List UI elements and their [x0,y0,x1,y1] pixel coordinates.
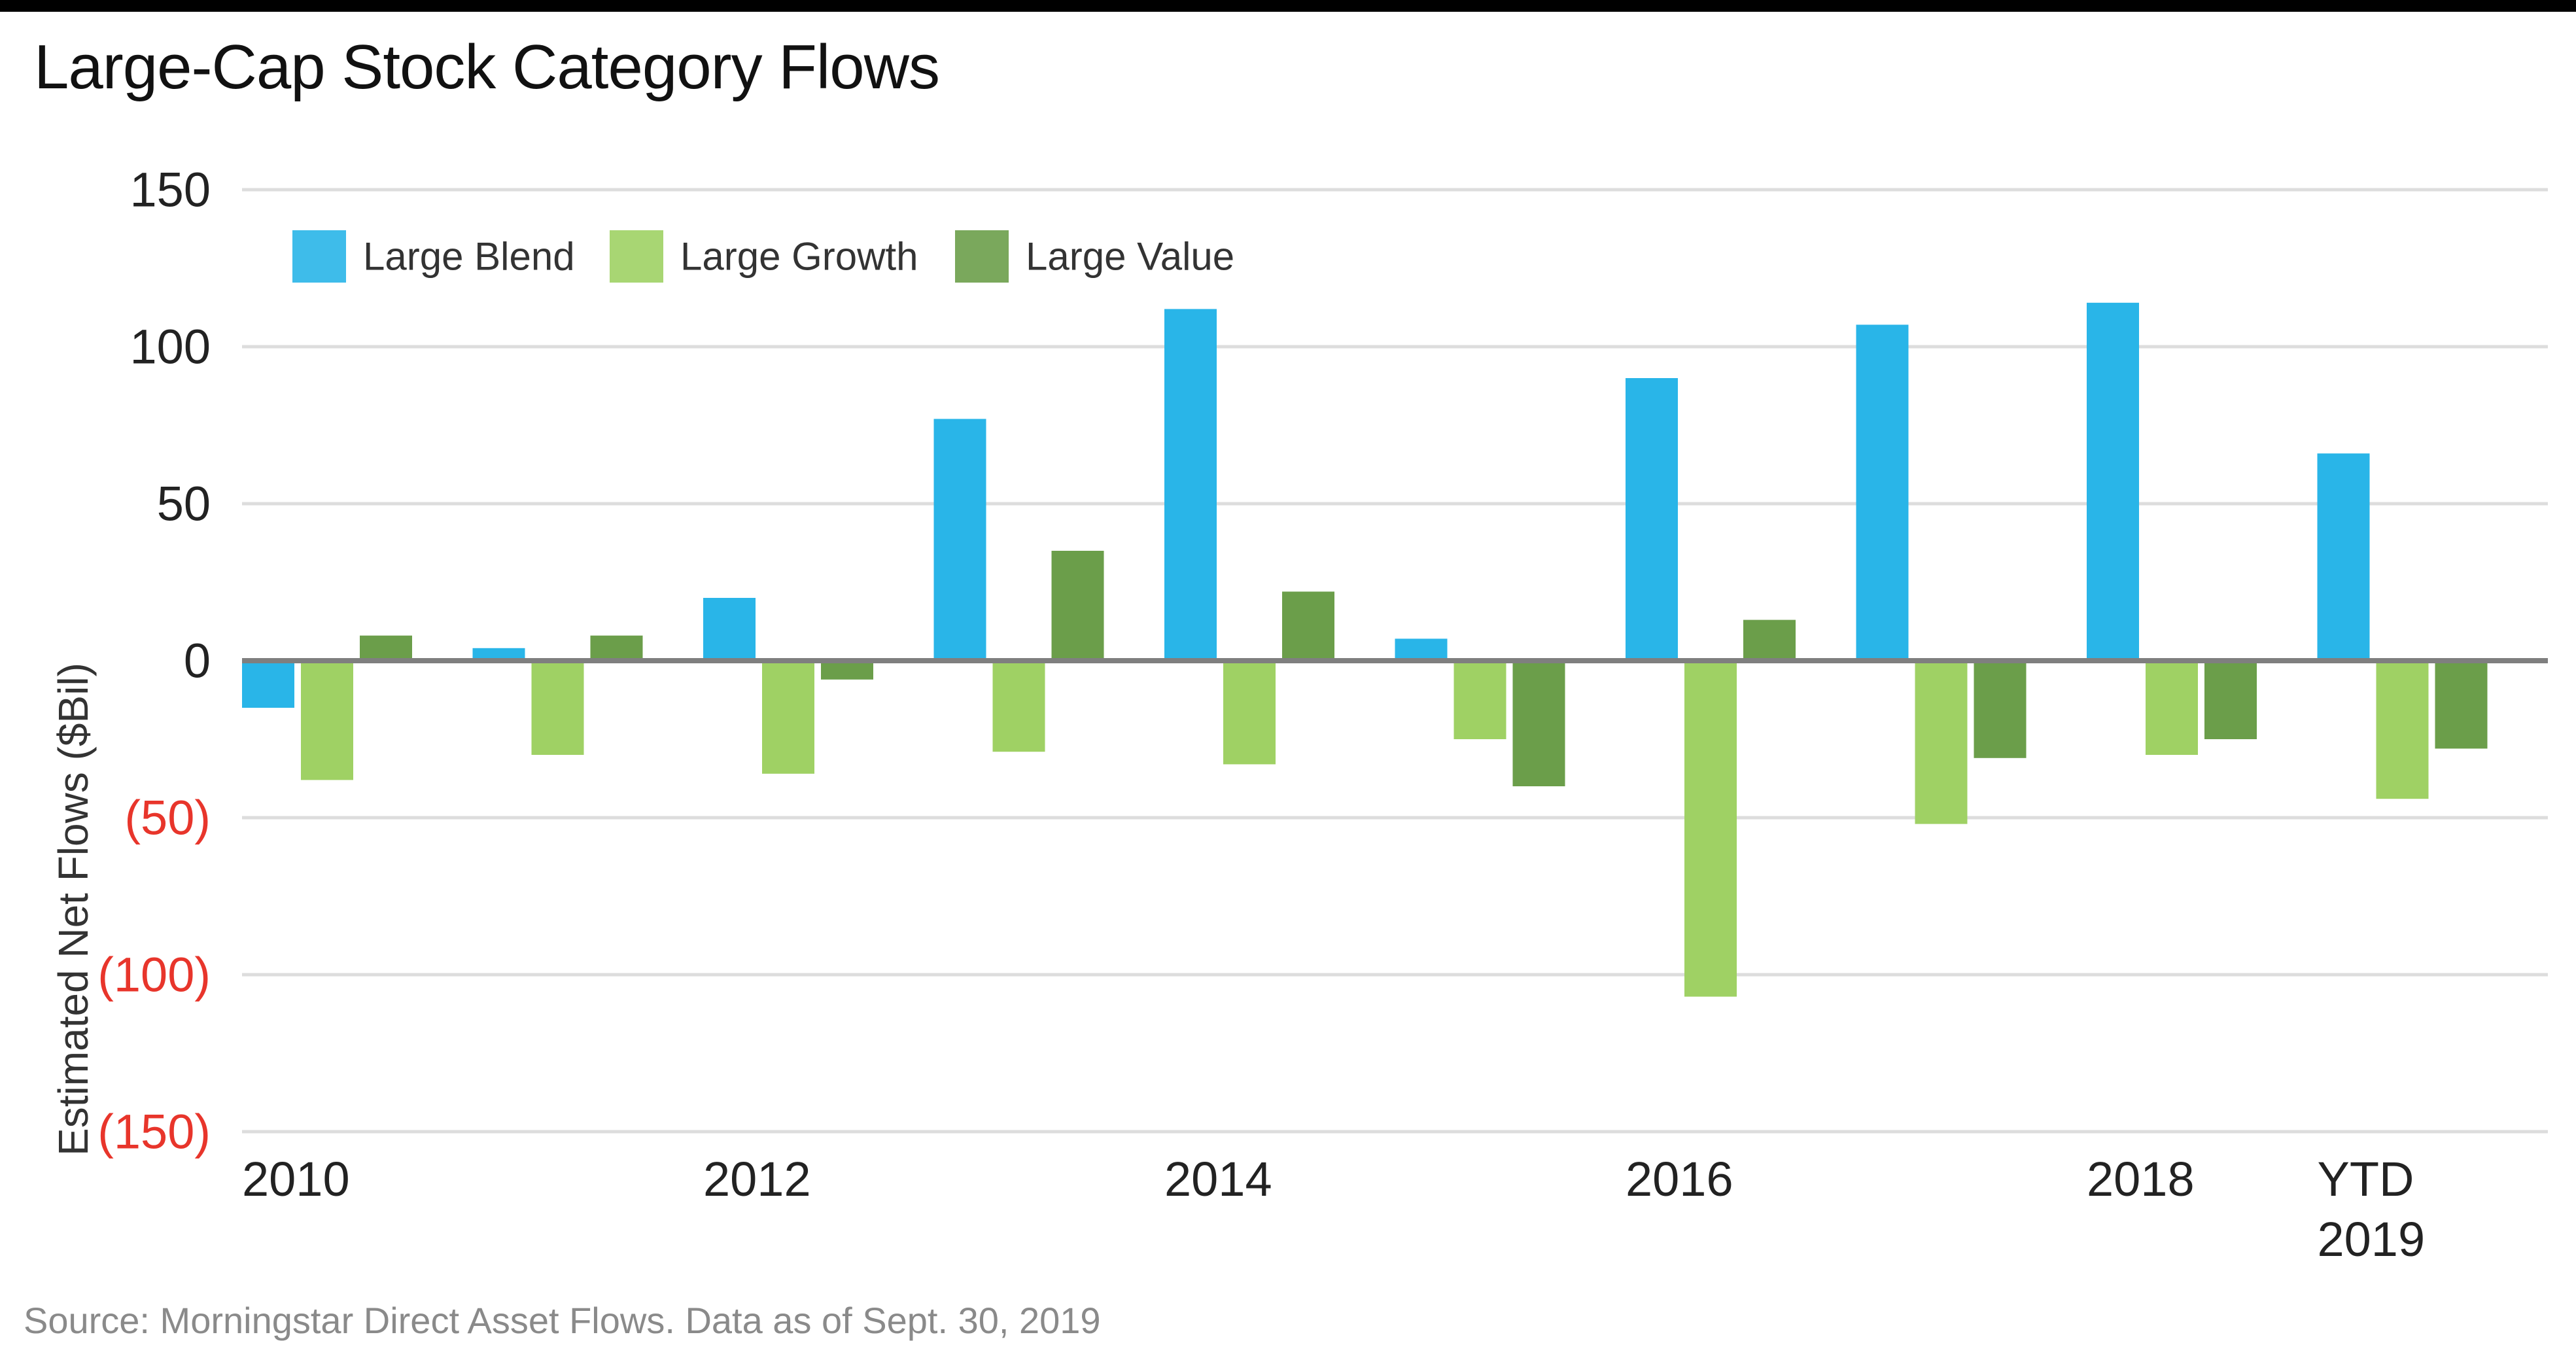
bar-large-blend [472,648,525,661]
bar-large-blend [1856,324,1909,661]
y-tick-label: 100 [130,320,211,374]
bar-large-growth [531,661,584,755]
x-tick-label: 2018 [2087,1152,2195,1206]
bar-large-blend [2087,302,2139,661]
bar-large-value [821,661,873,680]
source-note: Source: Morningstar Direct Asset Flows. … [24,1300,1101,1341]
bar-large-value [1512,661,1565,786]
top-rule [0,0,2576,12]
bar-large-blend [1164,309,1217,661]
y-tick-label: (50) [124,791,211,845]
x-tick-label: 2014 [1164,1152,1272,1206]
bar-large-value [2204,661,2257,739]
bar-large-blend [933,419,986,661]
bar-large-growth [1915,661,1968,824]
bar-large-blend [1395,638,1448,661]
legend: Large Blend Large Growth Large Value [292,230,1234,283]
x-tick-label: 2010 [242,1152,350,1206]
y-tick-label: (150) [97,1105,211,1159]
bar-large-value [1282,591,1334,661]
bars [242,302,2488,997]
y-tick-label: 150 [130,163,211,217]
bar-large-growth [762,661,814,774]
bar-large-value [1743,619,1796,661]
bar-large-value [590,635,643,661]
bar-large-growth [2146,661,2198,755]
grid-lines [242,188,2548,1134]
legend-swatch [610,230,663,283]
y-tick-label: (100) [97,948,211,1002]
bar-large-value [1974,661,2027,758]
bar-large-growth [992,661,1045,752]
bar-large-blend [1626,378,1678,661]
legend-label: Large Growth [680,235,918,279]
legend-label: Large Value [1026,235,1234,279]
legend-swatch [292,230,346,283]
bar-large-growth [1684,661,1737,997]
bar-large-growth [1223,661,1276,765]
x-tick-label: 2012 [703,1152,811,1206]
bar-large-blend [2317,453,2370,661]
y-axis-ticks: 150 100 50 0 (50) (100) (150) [97,163,211,1159]
y-axis-label: Estimated Net Flows ($Bil) [50,663,97,1156]
bar-large-growth [301,661,353,780]
x-axis-ticks: 2010 2012 2014 2016 2018 YTD 2019 [242,1152,2425,1266]
bar-large-blend [703,598,756,661]
x-tick-label: 2016 [1626,1152,1733,1206]
y-axis-label-group: Estimated Net Flows ($Bil) [50,663,97,1156]
legend-label: Large Blend [363,235,575,279]
x-tick-label: 2019 [2318,1212,2426,1266]
bar-large-growth [1453,661,1506,739]
y-tick-label: 0 [184,634,211,688]
bar-large-value [1051,551,1104,661]
y-tick-label: 50 [157,477,211,531]
bar-large-value [360,635,412,661]
bar-large-value [2435,661,2488,749]
bar-large-blend [242,661,294,708]
legend-swatch [955,230,1009,283]
x-tick-label: YTD [2318,1152,2414,1206]
bar-large-growth [2376,661,2429,799]
chart-title: Large-Cap Stock Category Flows [34,32,940,102]
